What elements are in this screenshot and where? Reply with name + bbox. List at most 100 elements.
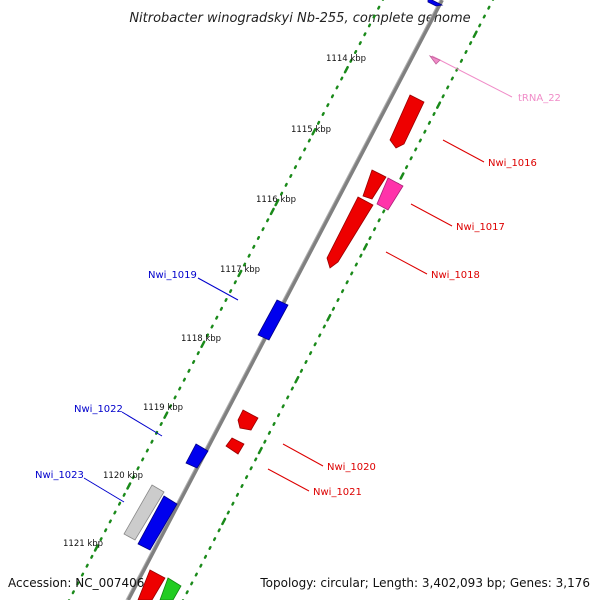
outer-ring-tick <box>294 375 300 384</box>
gene-label-nwi-1019[interactable]: Nwi_1019 <box>148 270 197 281</box>
inner-ring-tick <box>163 411 169 419</box>
gene-nwi-1016b <box>362 169 387 200</box>
outer-ring-tick <box>418 138 422 143</box>
outer-ring-tick <box>377 218 381 223</box>
outer-ring-tick <box>409 156 413 161</box>
inner-ring-tick <box>93 544 99 552</box>
inner-ring-tick <box>131 475 136 480</box>
map-title: Nitrobacter winogradskyi Nb-255, complet… <box>129 11 470 26</box>
outer-ring-tick <box>217 528 221 533</box>
outer-ring-tick <box>212 537 217 542</box>
outer-ring-tick <box>450 76 454 81</box>
inner-ring-tick <box>80 572 85 577</box>
inner-ring-tick <box>335 85 339 90</box>
inner-ring-tick <box>113 510 117 515</box>
leader-nwi-1018 <box>385 251 428 275</box>
outer-ring-tick <box>459 58 464 63</box>
gene-nwi-1017 <box>376 177 404 211</box>
outer-ring-tick <box>354 262 358 267</box>
gene-bottom-reverse <box>137 569 166 600</box>
outer-ring-tick <box>276 413 281 418</box>
inner-ring-tick <box>247 253 251 258</box>
gene-nwi-1020 <box>237 409 259 431</box>
inner-ring-tick <box>237 269 243 278</box>
outer-ring-tick <box>226 510 230 515</box>
inner-ring-tick <box>363 32 367 37</box>
gene-nwi-1019 <box>257 299 289 341</box>
outer-ring-tick <box>244 475 249 480</box>
kbp-label-1120: 1120 kbp <box>103 471 143 481</box>
inner-ring-tick <box>274 198 280 207</box>
leader-nwi-1016 <box>442 139 485 163</box>
kbp-label-1117: 1117 kbp <box>220 265 260 275</box>
outer-ring-tick <box>382 209 386 214</box>
outer-ring-tick <box>203 554 208 559</box>
kbp-label-1116: 1116 kbp <box>256 195 296 205</box>
outer-ring-tick <box>472 30 478 39</box>
kbp-label-1115: 1115 kbp <box>291 125 331 135</box>
inner-ring-tick <box>372 14 376 19</box>
inner-ring-tick <box>330 94 335 99</box>
inner-ring-tick <box>343 65 349 74</box>
gene-label-nwi-1023[interactable]: Nwi_1023 <box>35 470 84 481</box>
inner-ring-tick <box>90 554 94 559</box>
outer-ring-tick <box>194 572 198 577</box>
outer-ring-tick <box>221 517 227 526</box>
inner-ring-tick <box>311 127 317 136</box>
inner-ring-tick <box>242 262 247 267</box>
gene-label-trna-22[interactable]: tRNA_22 <box>518 93 561 104</box>
inner-ring-tick <box>224 298 228 302</box>
inner-ring-tick <box>326 103 330 108</box>
kbp-label-1119: 1119 kbp <box>143 403 183 413</box>
outer-ring-tick <box>326 313 332 322</box>
outer-ring-tick <box>372 227 377 232</box>
kbp-label-1121: 1121 kbp <box>63 539 103 549</box>
inner-ring-tick <box>108 519 112 524</box>
inner-ring-tick <box>76 581 80 586</box>
inner-ring-tick <box>210 324 214 329</box>
inner-ring-tick <box>99 537 103 542</box>
inner-ring-tick <box>307 138 311 143</box>
inner-ring-tick <box>122 492 126 497</box>
outer-ring-tick <box>272 422 276 426</box>
gene-label-nwi-1018[interactable]: Nwi_1018 <box>431 270 480 281</box>
inner-ring-tick <box>219 306 223 311</box>
inner-ring-tick <box>229 289 233 294</box>
genome-backbone-highlight <box>125 0 441 600</box>
inner-ring-tick <box>349 58 353 63</box>
inner-ring-tick <box>178 386 182 391</box>
inner-ring-tick <box>353 50 358 54</box>
outer-ring-tick <box>436 101 442 109</box>
outer-ring-tick <box>362 243 368 251</box>
outer-ring-tick <box>441 94 445 99</box>
outer-ring-tick <box>286 395 290 400</box>
outer-ring-tick <box>313 342 317 347</box>
inner-ring-tick <box>289 173 293 179</box>
inner-ring-tick <box>269 207 275 216</box>
tick-ring <box>67 0 495 600</box>
outer-ring-tick <box>263 439 267 444</box>
outer-ring-tick <box>190 581 194 586</box>
outer-ring-tick <box>281 404 285 409</box>
outer-ring-tick <box>478 23 482 28</box>
gene-label-nwi-1017[interactable]: Nwi_1017 <box>456 222 505 233</box>
inner-ring-tick <box>215 315 219 320</box>
gene-label-nwi-1020[interactable]: Nwi_1020 <box>327 462 376 473</box>
outer-ring-tick <box>257 446 263 455</box>
inner-ring-tick <box>279 191 284 196</box>
inner-ring-tick <box>321 111 325 117</box>
gene-nwi-1016 <box>389 94 425 149</box>
outer-ring-tick <box>240 484 244 488</box>
gene-label-nwi-1016[interactable]: Nwi_1016 <box>488 158 537 169</box>
inner-ring-tick <box>191 360 196 364</box>
gene-label-nwi-1021[interactable]: Nwi_1021 <box>313 487 362 498</box>
inner-ring-tick <box>256 235 261 241</box>
inner-ring-tick <box>358 41 362 46</box>
outer-ring-tick <box>414 147 418 152</box>
gene-trna-22 <box>428 55 441 65</box>
inner-ring-tick <box>71 590 75 595</box>
inner-ring-tick <box>196 351 200 356</box>
gene-label-nwi-1022[interactable]: Nwi_1022 <box>74 404 123 415</box>
outer-ring-tick <box>318 333 322 338</box>
gene-bottom-green <box>159 577 182 600</box>
